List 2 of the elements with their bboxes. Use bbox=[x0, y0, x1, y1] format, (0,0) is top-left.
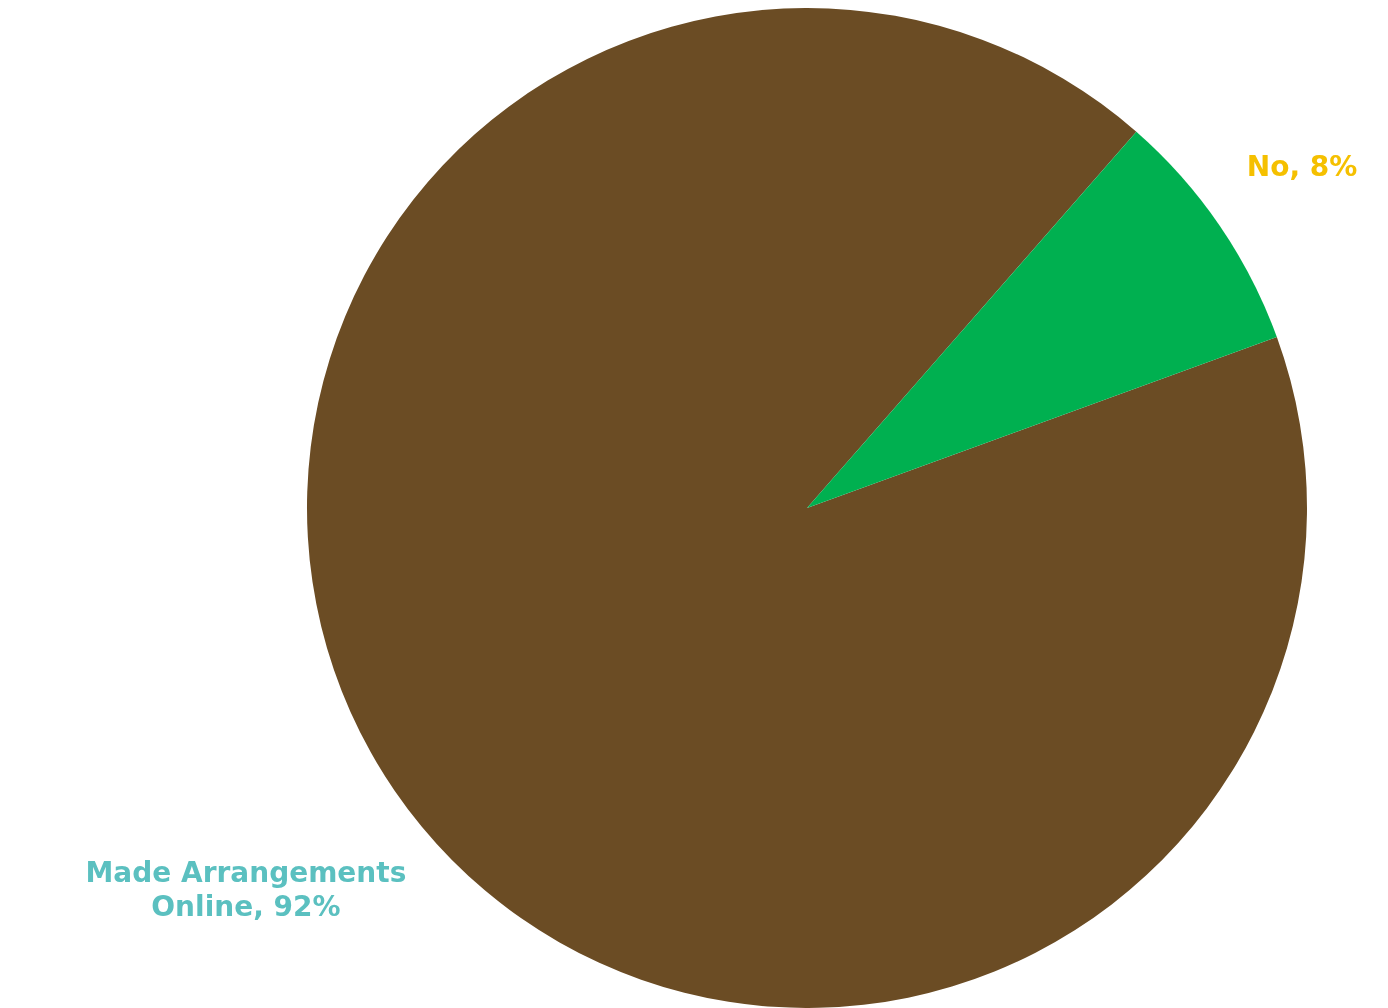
slice-label: Made Arrangements Online, 92% bbox=[85, 856, 407, 924]
slice-label: No, 8% bbox=[1246, 150, 1358, 184]
